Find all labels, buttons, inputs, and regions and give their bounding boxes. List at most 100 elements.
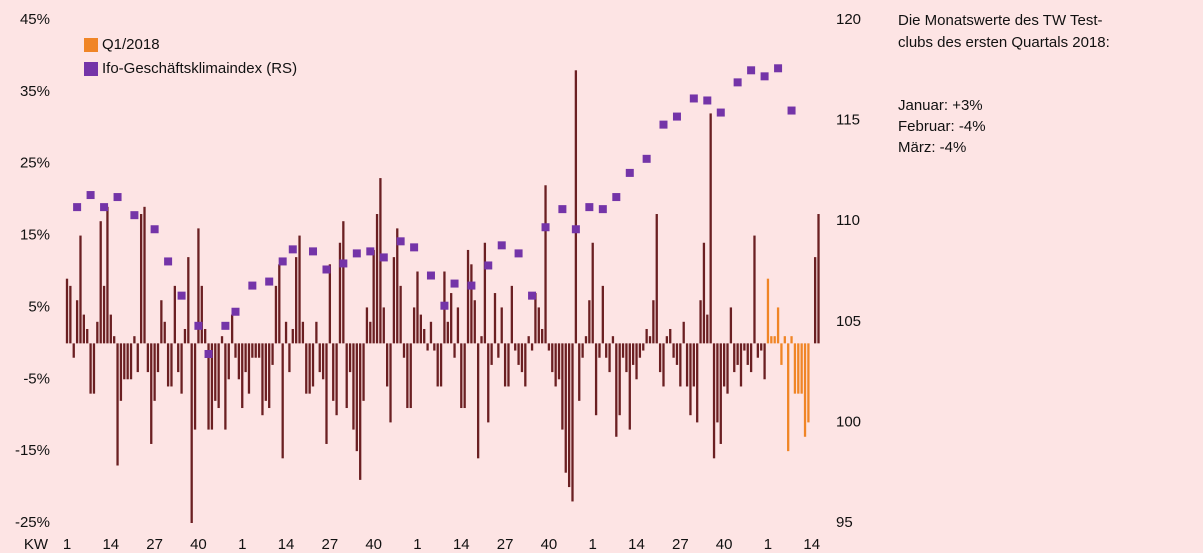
bar: [712, 343, 716, 459]
x-tick-label: 14: [628, 536, 645, 553]
marker: [514, 249, 523, 258]
bar: [136, 343, 139, 373]
bar: [476, 343, 480, 459]
bar: [584, 336, 588, 344]
x-tick-label: 14: [453, 536, 470, 553]
marker: [86, 191, 95, 200]
bar: [456, 307, 460, 344]
marker: [760, 72, 769, 81]
bar: [254, 343, 257, 358]
marker: [177, 291, 186, 300]
bar: [632, 343, 635, 365]
bar: [439, 343, 443, 387]
bar: [766, 278, 770, 344]
marker: [689, 94, 698, 103]
bar: [429, 321, 433, 344]
bar: [530, 343, 534, 351]
bar: [817, 214, 820, 344]
marker: [787, 106, 796, 115]
marker: [396, 237, 405, 246]
bar: [170, 343, 173, 387]
y-tick-label: -5%: [23, 370, 50, 387]
bar: [807, 343, 810, 423]
bar: [315, 321, 318, 344]
bar: [207, 343, 210, 430]
bar: [450, 293, 453, 344]
bar: [123, 343, 126, 380]
bar: [150, 343, 153, 444]
x-tick-label: 27: [497, 536, 514, 553]
y-tick-label: -15%: [15, 442, 50, 459]
marker: [774, 64, 783, 73]
x-tick-label: 14: [102, 536, 119, 553]
bar: [541, 328, 544, 344]
marker: [642, 154, 651, 163]
bar: [675, 343, 679, 365]
bar: [699, 300, 702, 344]
bar: [227, 343, 230, 380]
y-tick-label: -25%: [15, 514, 50, 531]
bar: [96, 321, 99, 344]
y2-tick-label: 100: [836, 413, 861, 430]
bar: [92, 343, 96, 394]
bar: [709, 113, 712, 344]
bar: [359, 343, 362, 480]
bar: [608, 343, 611, 373]
bar: [628, 343, 631, 430]
bar: [328, 264, 332, 344]
bar: [524, 343, 527, 387]
marker: [733, 78, 742, 87]
x-tick-label: 14: [803, 536, 820, 553]
bar: [682, 321, 685, 344]
bar: [264, 343, 267, 401]
bar: [386, 343, 389, 387]
bar: [143, 206, 146, 344]
bar: [696, 343, 699, 423]
bar: [557, 343, 561, 380]
bar: [119, 343, 123, 401]
bar: [787, 343, 790, 452]
bar: [460, 343, 463, 409]
annotation-item: März: -4%: [898, 139, 966, 156]
bar: [89, 343, 92, 394]
bar: [793, 343, 797, 394]
bar: [257, 343, 261, 358]
legend-label: Ifo-Geschäftsklimaindex (RS): [102, 60, 297, 77]
bar: [783, 336, 786, 344]
bar: [129, 343, 133, 380]
bar: [611, 336, 615, 344]
x-tick-label: 40: [190, 536, 207, 553]
bar: [406, 343, 409, 409]
marker: [231, 307, 240, 316]
bar: [392, 257, 396, 344]
marker: [309, 247, 318, 256]
marker: [598, 205, 607, 214]
bar: [173, 285, 176, 344]
marker: [571, 225, 580, 234]
bar: [588, 300, 591, 344]
bar: [436, 343, 439, 387]
bar: [375, 214, 379, 344]
bar: [180, 343, 183, 394]
bar: [153, 343, 156, 401]
bar: [109, 314, 112, 344]
x-axis-label: KW: [24, 536, 49, 553]
bar: [362, 343, 365, 401]
bar: [75, 300, 79, 344]
bar: [281, 343, 284, 459]
bar: [372, 249, 375, 344]
marker: [130, 211, 139, 220]
bar: [648, 336, 652, 344]
bar: [166, 343, 170, 387]
x-tick-label: 27: [146, 536, 163, 553]
bar: [797, 343, 800, 394]
bar: [65, 278, 69, 344]
bar: [416, 271, 419, 344]
y2-tick-label: 110: [836, 212, 860, 229]
marker: [150, 225, 159, 234]
bar: [204, 328, 207, 344]
bar: [672, 343, 675, 358]
x-tick-label: 40: [365, 536, 382, 553]
bar: [369, 321, 372, 344]
bar: [615, 343, 618, 437]
